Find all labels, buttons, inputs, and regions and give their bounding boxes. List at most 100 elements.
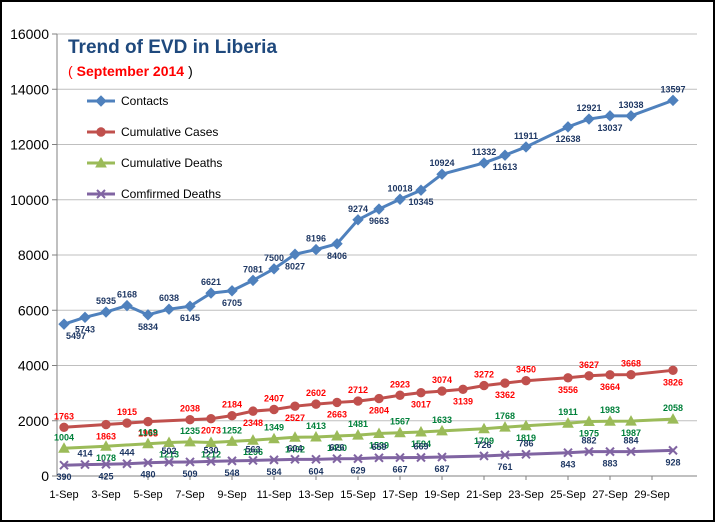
data-point [268,432,280,444]
data-point-stroke [395,452,405,463]
data-point-stroke [122,459,132,469]
data-point [205,436,217,448]
data-label: 1968 [138,429,158,439]
data-label: 1296 [243,447,263,457]
data-point [374,393,384,404]
series-comfirmed-deaths: 390 414 425 444 480 502 509 530 548 563 584 604 604 6… [56,436,680,483]
data-point [311,399,321,409]
data-label: 9274 [348,204,368,214]
data-point [269,455,279,465]
data-point [500,450,510,460]
data-label: 1450 [327,443,347,453]
data-label: 480 [140,470,155,480]
data-point [436,424,448,436]
data-label: 1004 [54,432,74,442]
data-point [184,435,196,447]
data-label: 1915 [117,407,137,417]
data-label: 8406 [327,251,347,261]
data-point [142,437,154,449]
data-label: 1212 [201,450,221,460]
legend-label: Comfirmed Deaths [121,187,221,201]
data-label: 726 [476,440,491,450]
data-point [373,203,385,215]
data-point [373,427,385,438]
data-point [59,460,69,470]
data-label: 11332 [472,147,497,157]
y-tick-label: 12000 [10,137,49,153]
data-point [310,430,322,442]
data-point [353,396,363,406]
data-label: 667 [392,465,407,475]
data-label: 883 [602,459,617,469]
data-label: 1078 [96,453,116,463]
data-point [352,429,364,440]
data-point [520,141,532,153]
data-label: 1594 [411,439,431,449]
data-point [500,378,510,388]
data-label: 13037 [597,123,622,133]
data-point-stroke [584,446,594,457]
data-label: 2923 [390,379,410,389]
data-label: 7081 [243,264,263,274]
data-point [206,414,216,424]
x-tick-label: 15-Sep [340,489,375,501]
data-label: 1911 [558,407,578,417]
data-label: 548 [224,468,239,478]
data-label: 2804 [369,406,389,416]
data-label: 1633 [432,415,452,425]
data-label: 1975 [579,428,599,438]
legend-entry: Comfirmed Deaths [87,187,221,201]
data-point [142,309,154,321]
data-point [667,413,679,424]
data-label: 604 [308,466,323,476]
data-label: 687 [434,464,449,474]
data-label: 3450 [516,365,536,375]
y-tick-label: 14000 [10,81,49,97]
data-label: 390 [56,472,71,482]
data-point [185,457,195,467]
data-point [499,421,511,432]
x-tick-label: 9-Sep [217,489,246,501]
data-point [269,404,279,415]
data-point [563,448,573,458]
data-point [227,456,237,466]
data-point [227,410,237,421]
data-point [353,453,363,464]
y-tick-label: 0 [41,468,49,484]
data-label: 7500 [264,253,284,263]
y-tick-label: 4000 [18,358,49,374]
data-point-stroke [59,460,69,470]
data-label: 1983 [600,405,620,415]
data-point [584,371,594,381]
data-point [290,454,300,465]
data-point [247,434,259,445]
data-point [352,214,364,226]
data-label: 5834 [138,322,158,332]
data-point-stroke [521,449,531,459]
data-point [583,415,595,426]
data-label: 761 [497,462,512,472]
data-point-stroke [437,452,447,462]
data-label: 604 [287,443,302,453]
data-point [625,415,637,426]
data-label: 1763 [54,411,74,421]
data-label: 11613 [493,162,518,172]
data-label: 2073 [201,426,221,436]
x-tick-label: 25-Sep [550,489,585,501]
data-point [479,451,489,461]
data-point-stroke [80,459,90,470]
data-point [416,452,426,463]
data-label: 10924 [429,158,454,168]
data-label: 1567 [390,417,410,427]
data-point [164,457,174,467]
data-point [226,435,238,446]
data-label: 2184 [222,400,242,410]
data-label: 1819 [516,433,536,443]
data-point [163,436,175,447]
data-point [394,426,406,438]
data-point [395,390,405,400]
data-point [59,422,69,432]
data-point [248,455,258,466]
x-tick-label: 3-Sep [91,489,120,501]
